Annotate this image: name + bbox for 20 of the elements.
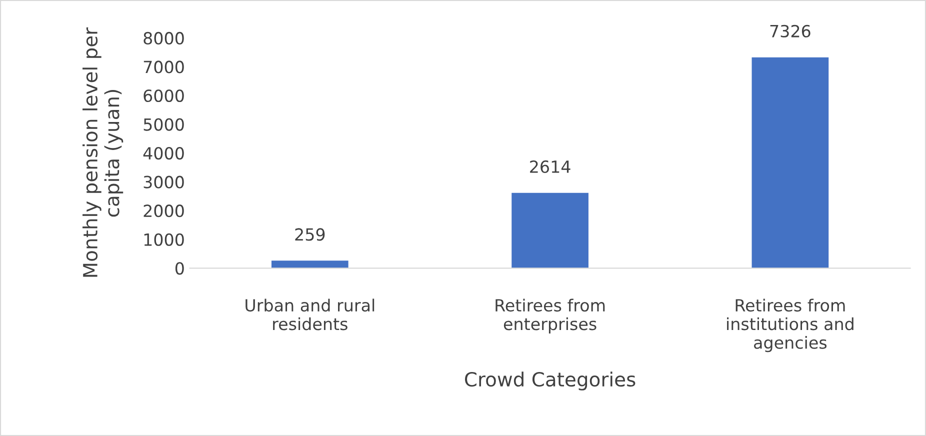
- x-axis-title: Crowd Categories: [465, 372, 636, 390]
- data-label: 259: [295, 228, 325, 241]
- data-label: 2614: [530, 160, 570, 174]
- y-tick-label: 4000: [143, 147, 184, 160]
- x-tick-label: Urban and rural residents: [246, 298, 374, 330]
- y-tick-label: 3000: [144, 176, 184, 188]
- bar: [752, 57, 829, 268]
- y-axis-title: Monthly pension level per capita (yuan): [82, 27, 124, 277]
- y-tick-label: 6000: [144, 89, 184, 102]
- y-tick-label: 8000: [144, 32, 184, 44]
- x-tick-label: Retirees from institutions and agencies: [727, 298, 854, 352]
- y-tick-label: 7000: [144, 60, 184, 74]
- bar: [271, 260, 348, 268]
- data-label: 7326: [770, 24, 810, 38]
- y-tick-label: 0: [175, 262, 184, 275]
- y-tick-label: 2000: [144, 204, 184, 218]
- y-tick-label: 5000: [144, 118, 184, 131]
- x-tick-label: Retirees from enterprises: [496, 298, 605, 334]
- bar: [512, 192, 588, 268]
- y-tick-label: 1000: [144, 233, 184, 246]
